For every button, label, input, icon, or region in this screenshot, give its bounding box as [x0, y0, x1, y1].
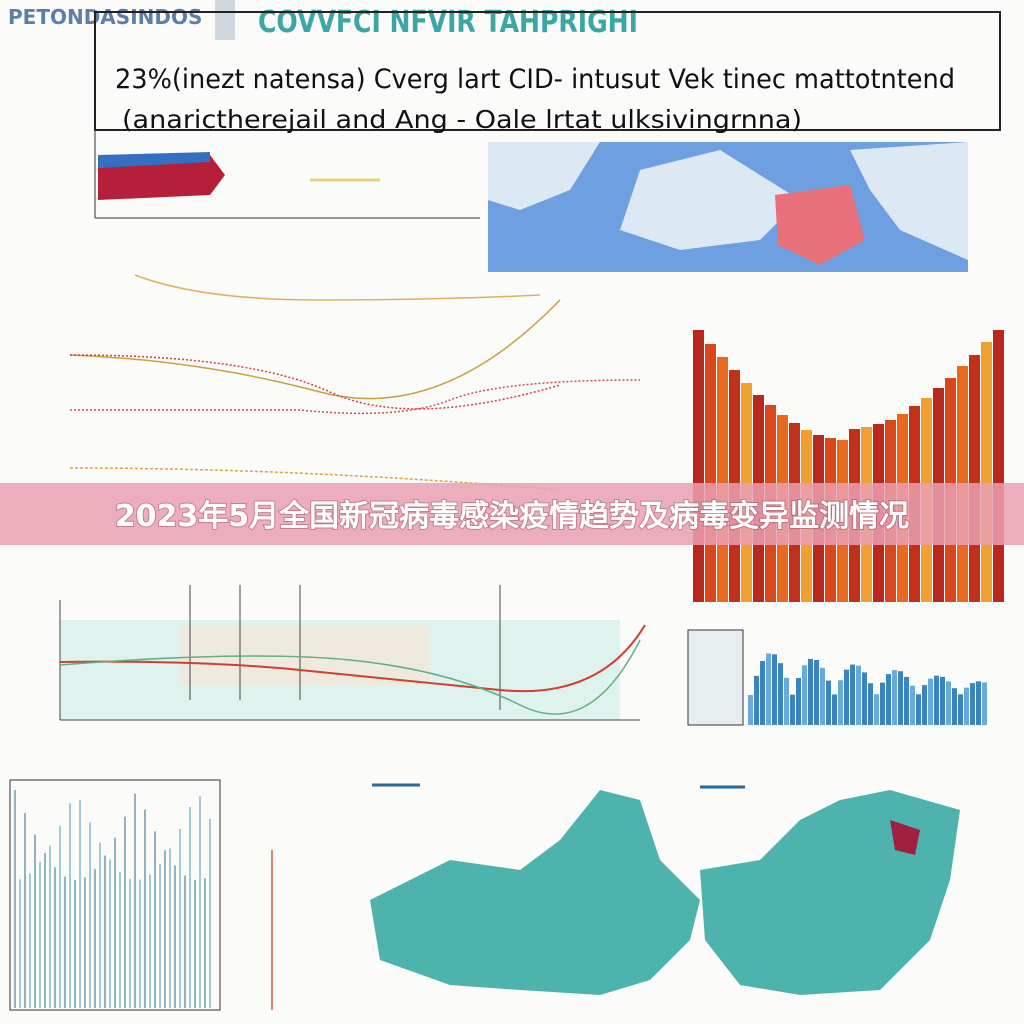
heat-bar — [705, 344, 716, 602]
blue-bar — [832, 694, 837, 725]
blue-bar — [886, 674, 891, 725]
blue-bar — [940, 676, 945, 725]
header-subtitle: 23%(inezt natensa) Cverg lart CID- intus… — [115, 64, 955, 95]
blue-bar — [964, 687, 969, 725]
map-land — [370, 790, 700, 995]
vertical-lines — [14, 790, 211, 1008]
trend-line — [69, 299, 561, 400]
blue-bar — [754, 675, 759, 725]
blue-bars — [748, 653, 987, 725]
blue-bar — [802, 665, 807, 725]
blue-bar — [916, 694, 921, 725]
chart-frame — [9, 779, 221, 1011]
blue-bar — [958, 694, 963, 725]
trend-line — [134, 274, 541, 301]
trend-line — [70, 379, 641, 415]
chart-highlight — [180, 625, 430, 685]
blue-bar — [778, 663, 783, 725]
blue-bar — [796, 677, 801, 725]
blue-bar — [910, 685, 915, 725]
trend-line — [69, 467, 561, 491]
banner — [0, 483, 1024, 545]
blue-bar — [784, 677, 789, 725]
heat-bar — [993, 330, 1004, 602]
brand: PETONDASINDOS — [8, 5, 202, 29]
blue-bar — [820, 667, 825, 725]
blue-bar — [976, 681, 981, 725]
heat-bar — [981, 342, 992, 602]
blue-bar — [790, 694, 795, 725]
blue-bar — [748, 695, 753, 725]
banner-title: 2023年5月全国新冠病毒感染疫情趋势及病毒变异监测情况 — [115, 499, 909, 534]
blue-bar — [922, 685, 927, 725]
blue-bar — [928, 678, 933, 725]
blue-bar — [826, 680, 831, 725]
map-highlight — [775, 185, 865, 265]
blue-bar — [946, 681, 951, 725]
blue-bar — [982, 682, 987, 725]
band-shape — [98, 152, 210, 168]
header-frame — [94, 11, 1001, 131]
heat-bar — [717, 357, 728, 602]
trend-line — [69, 354, 561, 410]
header-subtitle: (anarictherejail and Ang - Oale lrtat ul… — [122, 105, 802, 134]
blue-bar — [808, 659, 813, 725]
header-title: COVVFCI NFVIR TAHPRIGHI — [258, 5, 638, 40]
blue-bar — [856, 665, 861, 725]
blue-bar — [970, 683, 975, 725]
blue-bar — [874, 694, 879, 725]
header-block — [215, 0, 235, 40]
series-line — [59, 639, 641, 715]
blue-bar — [868, 683, 873, 725]
blue-bar — [862, 672, 867, 725]
legend-box — [687, 629, 744, 726]
blue-bar — [766, 653, 771, 725]
blue-bar — [952, 688, 957, 725]
line-charts — [69, 274, 641, 491]
heat-bar — [969, 355, 980, 602]
blue-bar — [850, 664, 855, 725]
map-hotspot — [890, 820, 920, 855]
blue-bar — [772, 654, 777, 725]
blue-bar — [814, 660, 819, 725]
blue-bar — [898, 671, 903, 725]
blue-bar — [892, 670, 897, 725]
blue-bar — [904, 676, 909, 725]
blue-bar — [934, 675, 939, 725]
blue-bar — [760, 661, 765, 725]
blue-bar — [880, 682, 885, 725]
series-line — [59, 624, 646, 693]
blue-bar — [838, 680, 843, 725]
blue-bar — [844, 669, 849, 725]
heat-bar — [693, 330, 704, 602]
map-land — [488, 142, 968, 260]
